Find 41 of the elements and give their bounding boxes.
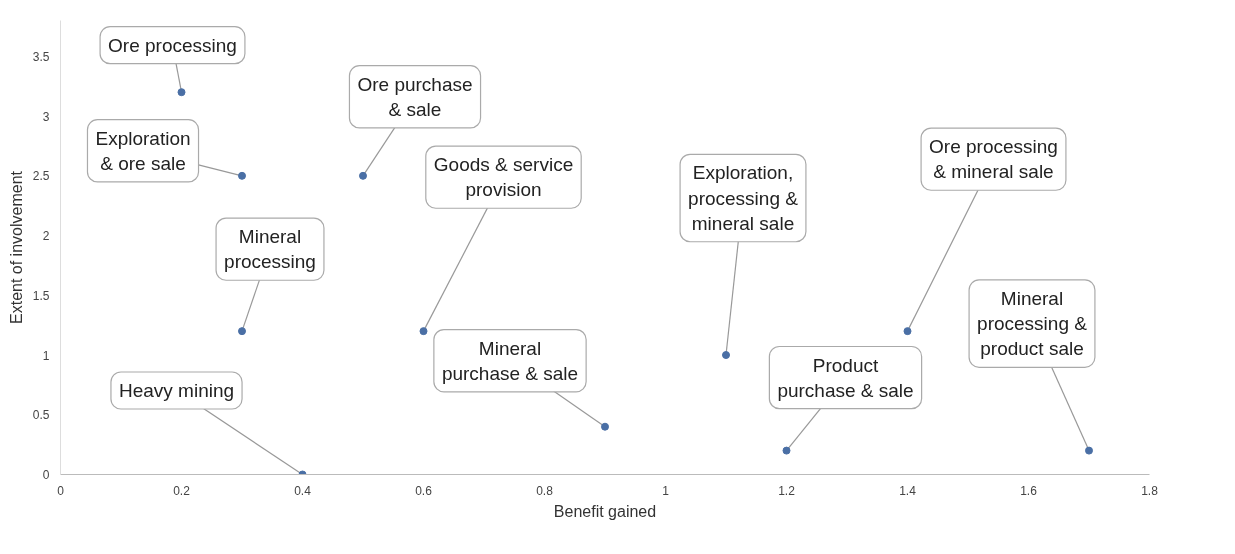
x-tick-label: 1 [662, 483, 670, 498]
annotation: Mineral purchase & sale [441, 337, 579, 384]
y-tick-label: 2 [42, 229, 50, 244]
x-tick-label: 0.6 [415, 483, 433, 498]
point [1085, 446, 1093, 455]
annotation: Heavy mining [118, 380, 235, 401]
annotation: Ore processing [108, 34, 237, 56]
x-tick-label: 1.6 [1020, 483, 1038, 498]
y-tick-label: 2.5 [32, 169, 50, 184]
annotation: Mineral processing [224, 226, 316, 273]
y-axis-title: Extent of involvement [7, 170, 25, 324]
y-tick-label: 0.5 [32, 408, 50, 423]
x-tick-label: 0.2 [173, 483, 191, 498]
point [782, 446, 791, 455]
y-tick-label: 3.5 [32, 49, 50, 64]
annotation: Goods & service provision [433, 154, 574, 201]
point [903, 327, 912, 336]
x-tick-label: 0 [57, 483, 65, 498]
point [419, 327, 428, 336]
x-tick-label: 1.2 [778, 483, 796, 498]
x-tick-label: 1.8 [1141, 483, 1159, 498]
point [238, 171, 246, 180]
point [359, 171, 367, 180]
x-tick-label: 0.8 [536, 483, 554, 498]
annotation: Mineral processing & product sale [977, 287, 1088, 360]
annotation: Ore processing & mineral sale [929, 136, 1058, 183]
y-tick-label: 1 [42, 348, 50, 363]
annotation: Product purchase & sale [777, 354, 914, 401]
point [722, 351, 730, 360]
y-tick-label: 3 [42, 109, 50, 124]
point [238, 327, 246, 336]
y-tick-label: 0 [42, 468, 50, 482]
x-axis-title: Benefit gained [553, 502, 657, 520]
point [601, 422, 609, 431]
y-tick-label: 1.5 [32, 288, 50, 303]
x-tick-label: 1.4 [899, 483, 917, 498]
x-tick-label: 0.4 [294, 483, 312, 498]
annotation: Exploration, processing & mineral sale [688, 162, 799, 234]
annotation: Ore purchase & sale [357, 73, 473, 120]
annotation: Exploration & ore sale [95, 127, 191, 174]
point [177, 88, 186, 97]
